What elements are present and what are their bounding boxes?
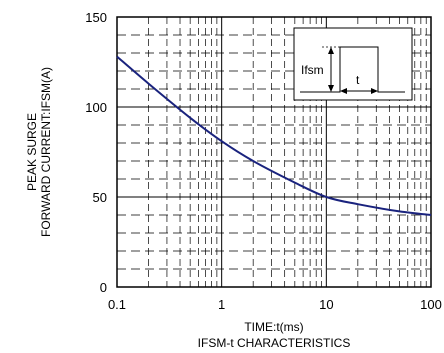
inset-ifsm-arrowhead-down [328,85,334,92]
inset-pulse [300,46,405,93]
x-axis-label: TIME:t(ms) [244,320,303,334]
waveform-inset: Ifsm t [293,27,413,101]
y-tick-label: 50 [93,190,107,205]
y-axis-label-line1: PEAK SURGE [25,113,39,191]
inset-box [293,27,413,101]
x-tick-label: 100 [420,297,442,312]
y-axis-label-line2: FORWARD CURRENT:IFSM(A) [39,67,53,237]
inset-t-arrowhead-right [371,88,378,94]
y-tick-label: 100 [85,100,107,115]
y-tick-label: 0 [100,280,107,295]
y-tick-labels: 0 50 100 150 [85,10,107,295]
series-layer [116,55,432,216]
chart-title: IFSM-t CHARACTERISTICS [198,336,351,350]
x-tick-label: 1 [218,297,225,312]
plot-frame [116,16,432,288]
inset-t-arrowhead-left [340,88,347,94]
inset-time-label: t [356,73,360,87]
x-tick-label: 10 [319,297,333,312]
y-tick-label: 150 [85,10,107,25]
inset-ifsm-arrowhead-up [328,47,334,54]
inset-current-label: Ifsm [301,63,324,77]
x-tick-label: 0.1 [108,297,126,312]
x-tick-labels: 0.1 1 10 100 [108,297,442,312]
ifsm-curve [116,55,432,216]
